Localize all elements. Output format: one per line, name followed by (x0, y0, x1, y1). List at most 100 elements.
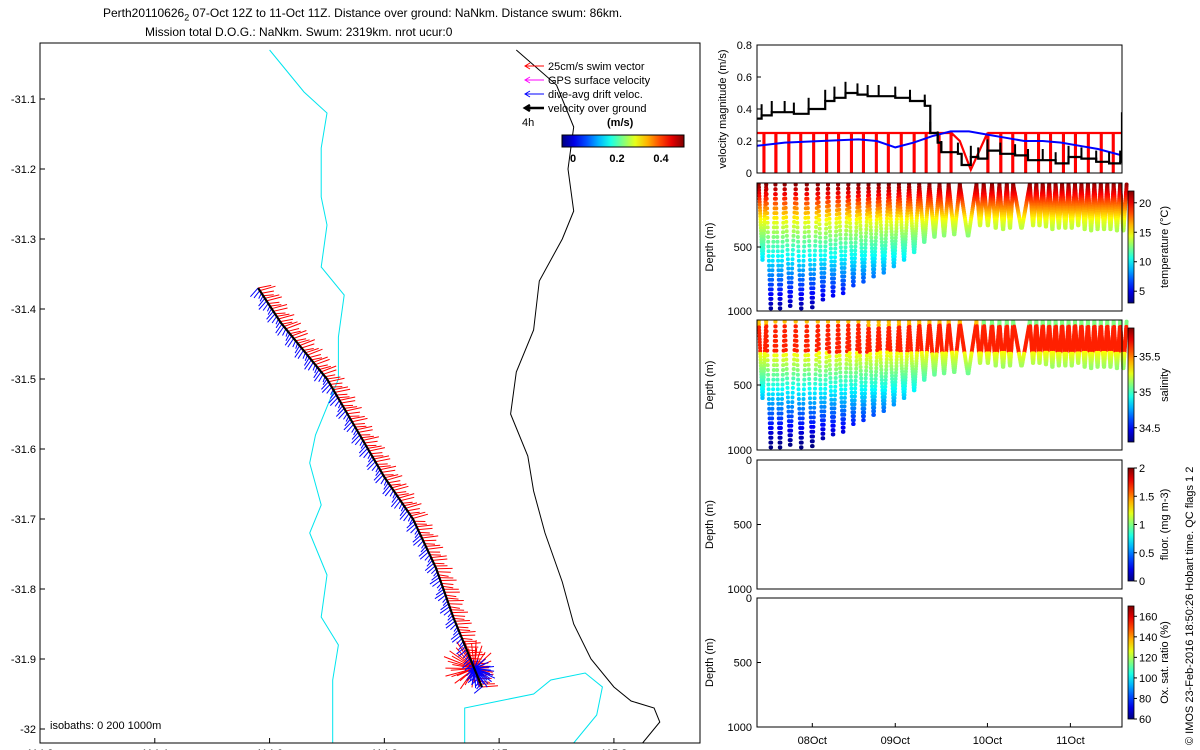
temperature-cbar-tick-label: 10 (1139, 257, 1151, 269)
fluorescence-ytick-label: 1000 (728, 584, 752, 596)
velocity-ylabel: velocity magnitude (m/s) (717, 49, 729, 168)
map-ytick-label: -31.3 (11, 234, 36, 246)
salinity-panel: 500 1000 Depth (m) 34.5 35 35.5 salinity (704, 319, 1171, 457)
legend-label: dive-avg drift veloc. (548, 89, 643, 101)
figure-title-line2: Mission total D.O.G.: NaNkm. Swum: 2319k… (145, 25, 453, 39)
map-ytick-label: -31.5 (11, 374, 36, 386)
time-xtick-label: 09Oct (881, 735, 910, 747)
fluorescence-ytick-label: 0 (746, 455, 752, 467)
temperature-cbar-tick-label: 20 (1139, 198, 1151, 210)
oxygen-cbar-tick-label: 100 (1139, 673, 1157, 685)
oxygen-ylabel: Depth (m) (704, 638, 716, 687)
temperature-points (756, 182, 1129, 311)
velocity-ytick-label: 0.6 (737, 72, 752, 84)
salinity-cbar-label: salinity (1159, 368, 1171, 402)
drift-line (757, 130, 1122, 157)
oxygen-colorbar (1127, 605, 1135, 720)
salinity-ytick-label: 500 (734, 380, 752, 392)
oxygen-ytick-label: 0 (746, 593, 752, 605)
legend-time: 4h (522, 117, 534, 129)
fluorescence-cbar-tick-label: 1 (1139, 520, 1145, 532)
velocity-ytick-label: 0.2 (737, 136, 752, 148)
colorbar-title: (m/s) (607, 117, 634, 129)
oxygen-cbar-tick-label: 160 (1139, 611, 1157, 623)
map-ytick-label: -31.4 (11, 304, 36, 316)
map-legend: 25cm/s swim vector GPS surface velocity di… (522, 61, 685, 165)
isobath-200-line-south (464, 672, 603, 743)
map-xtick-label: 115 (490, 748, 508, 750)
oxygen-cbar-tick-label: 80 (1139, 693, 1151, 705)
fluorescence-panel: 0 500 1000 Depth (m) 0 0.5 1 1.5 2 fluor. (mg m-3… (704, 455, 1171, 596)
coastline (510, 49, 661, 743)
temperature-cbar-label: temperature (°C) (1159, 206, 1171, 288)
fluorescence-cbar-tick-label: 0 (1139, 576, 1145, 588)
map-ytick-label: -32 (20, 724, 36, 736)
salinity-points (756, 319, 1129, 450)
legend-label: 25cm/s swim vector (548, 61, 645, 73)
colorbar-tick-label: 0 (570, 153, 576, 165)
time-xtick-label: 11Oct (1056, 735, 1085, 747)
fluorescence-cbar-tick-label: 0.5 (1139, 548, 1154, 560)
fluorescence-cbar-tick-label: 1.5 (1139, 491, 1154, 503)
salinity-ylabel: Depth (m) (704, 361, 716, 410)
map-ytick-label: -31.7 (11, 514, 36, 526)
oxygen-ytick-label: 1000 (728, 722, 752, 734)
velocity-panel: 0 0.2 0.4 0.6 0.8 velocity magnitude (m/s) (717, 40, 1123, 180)
temperature-cbar-tick-label: 5 (1139, 286, 1145, 298)
track-map: 114.2 114.4 114.6 114.8 115 115.2 -31.1 -31.2 -3… (11, 42, 701, 750)
salinity-cbar-tick-label: 34.5 (1139, 423, 1160, 435)
swim-line (757, 130, 1122, 173)
temperature-ytick-label: 1000 (728, 306, 752, 318)
fluorescence-colorbar (1127, 467, 1135, 582)
temperature-ylabel: Depth (m) (704, 223, 716, 272)
isobaths-label: isobaths: 0 200 1000m (50, 720, 161, 732)
time-xtick-label: 08Oct (798, 735, 827, 747)
map-xtick-label: 114.2 (27, 748, 54, 750)
colorbar-tick-label: 0.2 (609, 153, 624, 165)
speed-colorbar (561, 134, 685, 148)
velocity-ytick-label: 0.8 (737, 40, 752, 52)
oxygen-cbar-label: Ox. sat. ratio (%) (1159, 621, 1171, 704)
map-ytick-label: -31.9 (11, 654, 36, 666)
credit-footer: © IMOS 23-Feb-2016 18:50:26 Hobart time.… (1184, 467, 1196, 745)
map-xtick-label: 115.2 (601, 748, 628, 750)
fluorescence-ytick-label: 500 (734, 520, 752, 532)
fluorescence-ylabel: Depth (m) (704, 500, 716, 549)
isobath-200-line (269, 49, 345, 743)
temperature-cbar-tick-label: 15 (1139, 227, 1151, 239)
track-line (257, 287, 483, 688)
salinity-ytick-label: 1000 (728, 445, 752, 457)
map-ytick-label: -31.1 (11, 94, 36, 106)
drift-vectors (250, 287, 496, 694)
map-xtick-label: 114.4 (141, 748, 168, 750)
colorbar-tick-label: 0.4 (653, 153, 669, 165)
fluorescence-cbar-label: fluor. (mg m-3) (1159, 489, 1171, 561)
oxygen-frame (756, 597, 1123, 728)
salinity-cbar-tick-label: 35.5 (1139, 352, 1160, 364)
temperature-panel: 500 1000 Depth (m) 5 10 15 20 temperature (°C) (704, 182, 1171, 318)
map-ytick-label: -31.6 (11, 444, 36, 456)
map-xtick-label: 114.8 (371, 748, 398, 750)
legend-label: GPS surface velocity (548, 75, 651, 87)
salinity-colorbar (1127, 327, 1135, 443)
map-frame (39, 42, 701, 744)
temperature-colorbar (1127, 190, 1135, 304)
legend-label: velocity over ground (548, 103, 646, 115)
oxygen-ytick-label: 500 (734, 658, 752, 670)
figure-title-line1: Perth201106262 07-Oct 12Z to 11-Oct 11Z.… (103, 6, 623, 23)
oxygen-cbar-tick-label: 120 (1139, 652, 1157, 664)
fluorescence-cbar-tick-label: 2 (1139, 463, 1145, 475)
salinity-cbar-tick-label: 35 (1139, 387, 1151, 399)
map-ytick-label: -31.2 (11, 164, 36, 176)
swim-vectors (258, 284, 499, 690)
map-ytick-label: -31.8 (11, 584, 36, 596)
temperature-ytick-label: 500 (734, 242, 752, 254)
velocity-ytick-label: 0 (746, 168, 752, 180)
time-xtick-label: 10Oct (973, 735, 1002, 747)
velocity-ytick-label: 0.4 (737, 104, 752, 116)
oxygen-cbar-tick-label: 140 (1139, 632, 1157, 644)
oxygen-cbar-tick-label: 60 (1139, 714, 1151, 726)
map-xtick-label: 114.6 (256, 748, 283, 750)
